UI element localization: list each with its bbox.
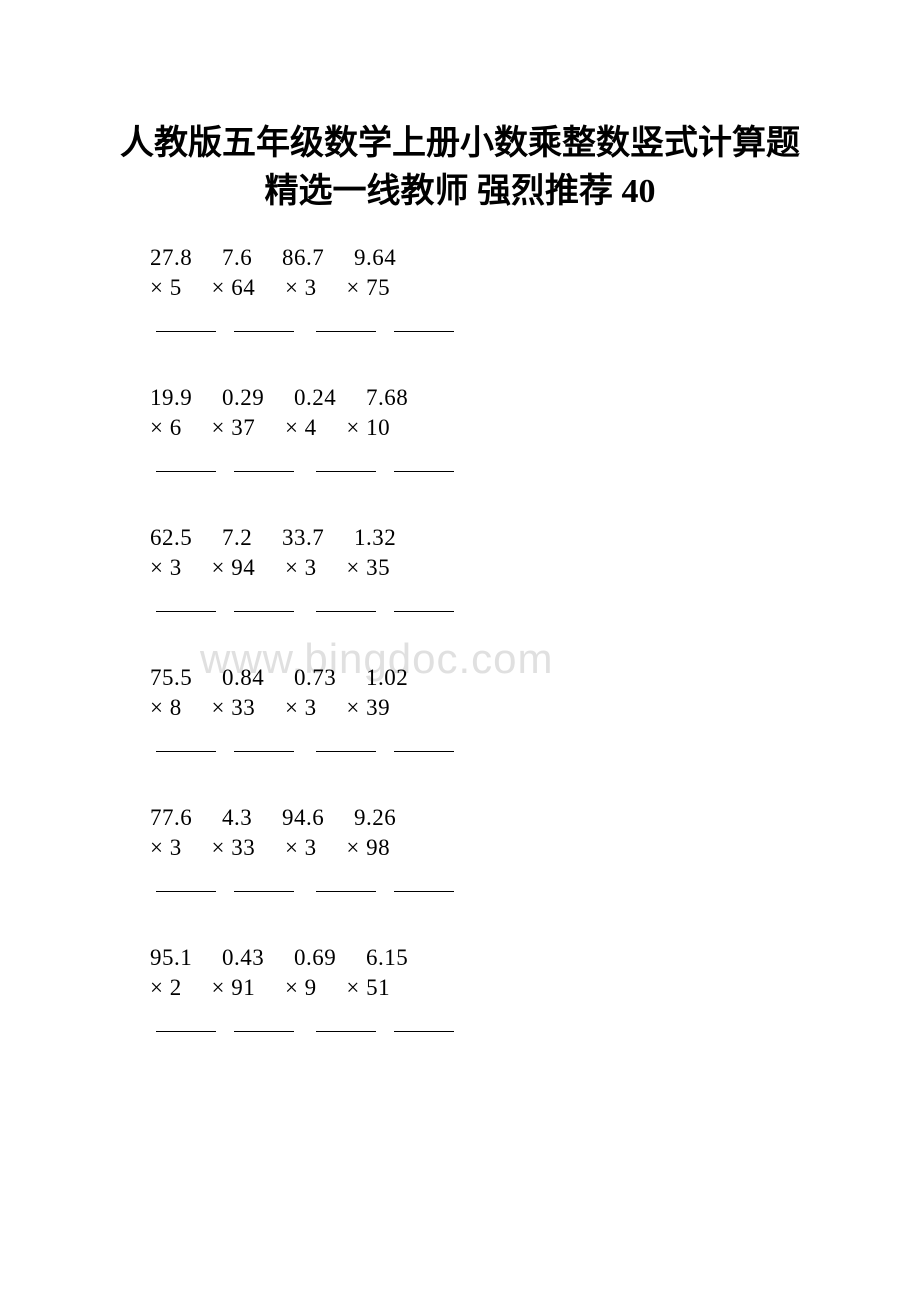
problem-group-2: 19.9 0.29 0.24 7.68 × 6 × 37 × 4 × 10 — [150, 385, 820, 477]
problems-content: 27.8 7.6 86.7 9.64 × 5 × 64 × 3 × 75 19.… — [0, 245, 920, 1037]
multipliers-row: × 8 × 33 × 3 × 39 — [150, 695, 820, 721]
answer-lines-row — [150, 871, 820, 897]
operands-row: 75.5 0.84 0.73 1.02 — [150, 665, 820, 691]
multipliers-row: × 5 × 64 × 3 × 75 — [150, 275, 820, 301]
multipliers-row: × 3 × 33 × 3 × 98 — [150, 835, 820, 861]
answer-lines-row — [150, 311, 820, 337]
problem-group-5: 77.6 4.3 94.6 9.26 × 3 × 33 × 3 × 98 — [150, 805, 820, 897]
answer-lines-row — [150, 591, 820, 617]
operands-row: 27.8 7.6 86.7 9.64 — [150, 245, 820, 271]
title-line-1: 人教版五年级数学上册小数乘整数竖式计算题 — [0, 120, 920, 168]
problem-group-3: 62.5 7.2 33.7 1.32 × 3 × 94 × 3 × 35 — [150, 525, 820, 617]
answer-lines-row — [150, 1011, 820, 1037]
document-title: 人教版五年级数学上册小数乘整数竖式计算题 精选一线教师 强烈推荐 40 — [0, 120, 920, 215]
operands-row: 77.6 4.3 94.6 9.26 — [150, 805, 820, 831]
multipliers-row: × 3 × 94 × 3 × 35 — [150, 555, 820, 581]
operands-row: 62.5 7.2 33.7 1.32 — [150, 525, 820, 551]
title-line-2: 精选一线教师 强烈推荐 40 — [0, 168, 920, 216]
operands-row: 95.1 0.43 0.69 6.15 — [150, 945, 820, 971]
problem-group-4: 75.5 0.84 0.73 1.02 × 8 × 33 × 3 × 39 — [150, 665, 820, 757]
problem-group-6: 95.1 0.43 0.69 6.15 × 2 × 91 × 9 × 51 — [150, 945, 820, 1037]
answer-lines-row — [150, 451, 820, 477]
problem-group-1: 27.8 7.6 86.7 9.64 × 5 × 64 × 3 × 75 — [150, 245, 820, 337]
multipliers-row: × 6 × 37 × 4 × 10 — [150, 415, 820, 441]
operands-row: 19.9 0.29 0.24 7.68 — [150, 385, 820, 411]
answer-lines-row — [150, 731, 820, 757]
multipliers-row: × 2 × 91 × 9 × 51 — [150, 975, 820, 1001]
